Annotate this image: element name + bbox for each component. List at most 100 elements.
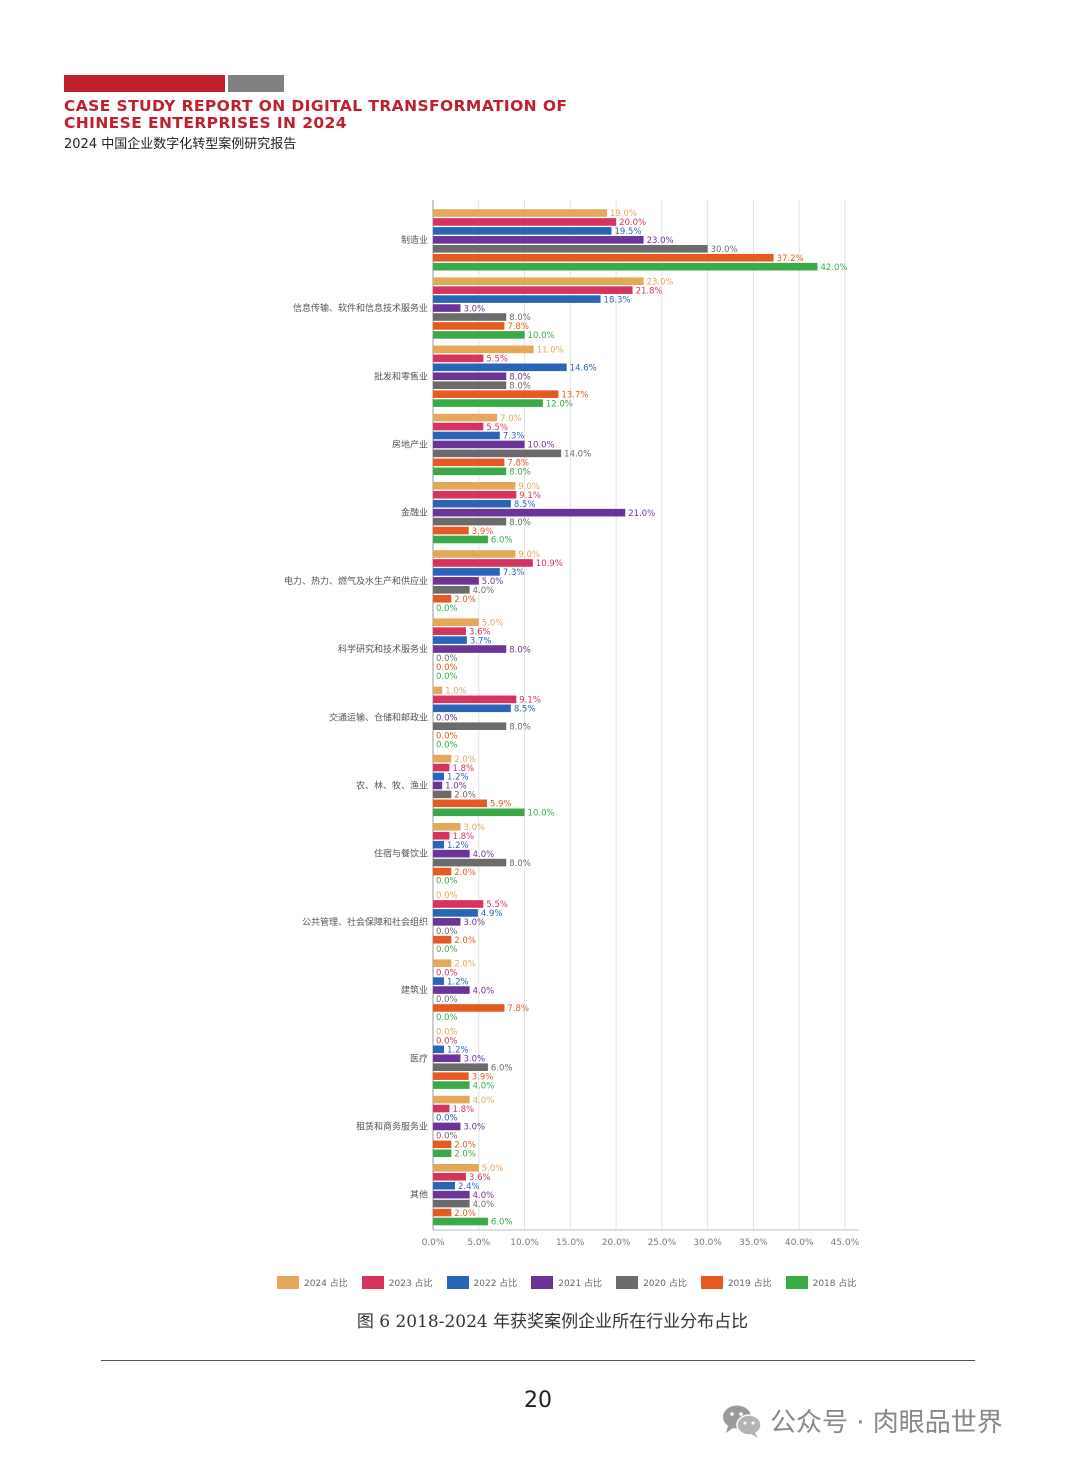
data-label: 4.0% <box>473 586 495 596</box>
data-label: 4.9% <box>481 909 503 919</box>
data-label: 0.0% <box>436 1114 458 1124</box>
figure-caption: 图 6 2018-2024 年获奖案例企业所在行业分布占比 <box>356 1312 749 1332</box>
data-label: 9.0% <box>518 550 540 560</box>
bar <box>433 467 507 476</box>
data-label: 8.0% <box>509 645 531 655</box>
data-label: 1.2% <box>447 1046 469 1056</box>
data-label: 8.0% <box>509 468 531 478</box>
chart-bars <box>433 209 818 1226</box>
data-label: 1.8% <box>452 832 474 842</box>
legend-item: 2021 占比 <box>531 1275 602 1289</box>
bar <box>433 209 607 217</box>
data-label: 18.3% <box>604 295 631 305</box>
footer-divider <box>101 1360 975 1361</box>
bar <box>433 909 478 917</box>
data-label: 9.0% <box>518 482 540 492</box>
bar <box>433 286 633 294</box>
bar <box>433 262 818 271</box>
data-label: 0.0% <box>436 731 458 741</box>
data-label: 3.6% <box>469 1173 491 1183</box>
data-label: 37.2% <box>777 254 804 264</box>
x-tick-label: 10.0% <box>510 1238 539 1248</box>
data-label: 5.5% <box>486 900 508 910</box>
data-label: 5.9% <box>490 800 512 810</box>
data-label: 0.0% <box>436 672 458 682</box>
data-label: 0.0% <box>436 713 458 723</box>
bar <box>433 772 444 781</box>
legend-label: 2024 占比 <box>304 1278 348 1289</box>
bar <box>433 227 612 235</box>
bar <box>433 508 626 517</box>
data-label: 23.0% <box>647 277 674 287</box>
bar <box>433 704 511 713</box>
chart-legend: 2024 占比 2023 占比 2022 占比 2021 占比 2020 占比 2019 … <box>277 1274 870 1290</box>
bar <box>433 295 601 303</box>
legend-swatch <box>785 1275 808 1289</box>
data-label: 0.0% <box>436 995 458 1005</box>
bar <box>433 422 484 431</box>
data-label: 1.8% <box>452 764 474 774</box>
bar <box>433 399 543 407</box>
data-label: 5.0% <box>482 618 504 628</box>
data-label: 4.0% <box>473 1081 495 1091</box>
data-label: 0.0% <box>436 740 458 750</box>
data-label: 5.5% <box>486 423 508 433</box>
category-label: 电力、热力、燃气及水生产和供应业 <box>284 575 428 587</box>
data-label: 0.0% <box>436 877 458 887</box>
bar <box>433 253 774 262</box>
bar <box>433 1081 470 1089</box>
page-number: 20 <box>524 1388 552 1413</box>
category-label: 信息传输、软件和信息技术服务业 <box>293 302 428 314</box>
watermark-text: 公众号 · 肉眼品世界 <box>770 1408 1003 1438</box>
chart-x-tick-labels: 0.0% 5.0% 10.0% 15.0% 20.0% 25.0% 30.0% 35.0% 40… <box>422 1238 860 1248</box>
bar <box>433 1140 452 1149</box>
bar <box>433 986 470 994</box>
bar <box>433 1072 469 1080</box>
bar <box>433 304 461 312</box>
bar <box>433 550 516 558</box>
data-label: 2.0% <box>454 959 476 969</box>
data-label: 0.0% <box>436 1013 458 1023</box>
bar <box>433 1149 452 1158</box>
data-label: 2.0% <box>454 1150 476 1160</box>
data-label: 7.3% <box>503 432 525 442</box>
bar <box>433 482 516 490</box>
data-label: 8.5% <box>514 500 536 510</box>
data-label: 21.0% <box>628 509 655 519</box>
bar <box>433 1045 444 1054</box>
data-label: 3.9% <box>472 1072 494 1082</box>
data-label: 7.3% <box>503 568 525 578</box>
data-label: 14.0% <box>564 450 591 460</box>
bar <box>433 977 444 985</box>
bar <box>433 277 644 285</box>
data-label: 0.0% <box>436 654 458 664</box>
data-label: 3.0% <box>463 823 485 833</box>
data-label: 2.4% <box>458 1182 480 1192</box>
bar <box>433 1004 505 1012</box>
data-label: 5.0% <box>482 577 504 587</box>
bar <box>433 1164 479 1172</box>
category-label: 金融业 <box>401 507 428 519</box>
bar <box>433 568 500 576</box>
bar <box>433 867 452 876</box>
report-title-en-line1: CASE STUDY REPORT ON DIGITAL TRANSFORMAT… <box>64 97 568 115</box>
data-label: 0.0% <box>436 945 458 955</box>
x-tick-label: 25.0% <box>648 1238 677 1248</box>
data-label: 4.0% <box>473 986 495 996</box>
bar <box>433 840 444 849</box>
category-label: 其他 <box>410 1189 428 1201</box>
bar <box>433 1199 470 1208</box>
bar <box>433 449 562 458</box>
data-label: 14.6% <box>570 364 597 374</box>
bar <box>433 363 567 372</box>
category-label: 房地产业 <box>392 438 428 450</box>
data-label: 0.0% <box>436 604 458 614</box>
bar <box>433 517 507 526</box>
data-label: 2.0% <box>454 1141 476 1151</box>
data-label: 8.5% <box>514 705 536 715</box>
data-label: 2.0% <box>454 936 476 946</box>
bar <box>433 618 479 626</box>
data-label: 0.0% <box>436 927 458 937</box>
data-label: 30.0% <box>711 245 738 255</box>
data-label: 1.8% <box>452 1105 474 1115</box>
